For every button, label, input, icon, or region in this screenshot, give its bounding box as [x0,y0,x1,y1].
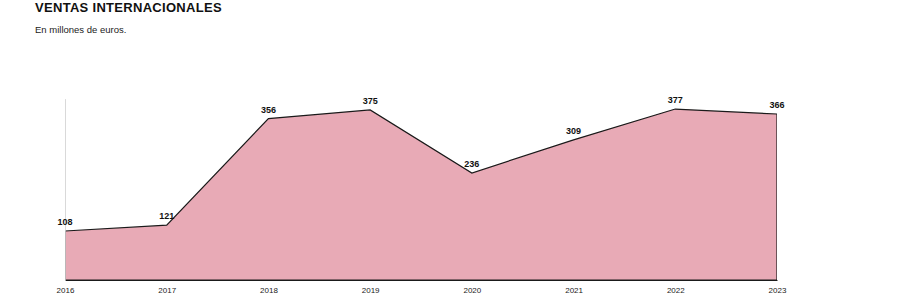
x-tick-label: 2017 [158,286,176,295]
x-tick: 2016 [57,280,75,295]
area [65,109,777,280]
x-axis-line [66,280,778,281]
x-axis: 2016 2017 2018 2019 2020 2021 2022 2023 [57,280,787,295]
x-tick-label: 2019 [362,286,380,295]
x-tick: 2022 [667,280,685,295]
data-label: 377 [668,95,683,105]
x-tick-label: 2021 [565,286,583,295]
x-tick-label: 2016 [57,286,75,295]
x-tick: 2023 [769,280,787,295]
data-label: 356 [261,105,276,115]
x-tick: 2020 [463,280,481,295]
x-tick: 2021 [565,280,583,295]
y-axis [65,99,66,280]
data-label: 108 [57,217,72,227]
x-tick: 2017 [158,280,176,295]
x-tick: 2018 [260,280,278,295]
plot-area [65,109,777,280]
title: VENTAS INTERNACIONALES [35,0,222,15]
data-label: 366 [769,100,784,110]
data-label: 236 [464,159,479,169]
x-tick-label: 2018 [260,286,278,295]
x-tick-label: 2020 [463,286,481,295]
subtitle: En millones de euros. [35,24,126,35]
x-tick-label: 2023 [769,286,787,295]
data-label: 121 [159,211,174,221]
x-tick: 2019 [362,280,380,295]
data-label: 309 [566,126,581,136]
data-labels: 108 121 356 375 236 309 377 366 [57,95,784,227]
data-label: 375 [363,96,378,106]
x-tick-label: 2022 [667,286,685,295]
chart: VENTAS INTERNACIONALES En millones de eur… [0,0,900,300]
y-axis-line [65,99,66,280]
